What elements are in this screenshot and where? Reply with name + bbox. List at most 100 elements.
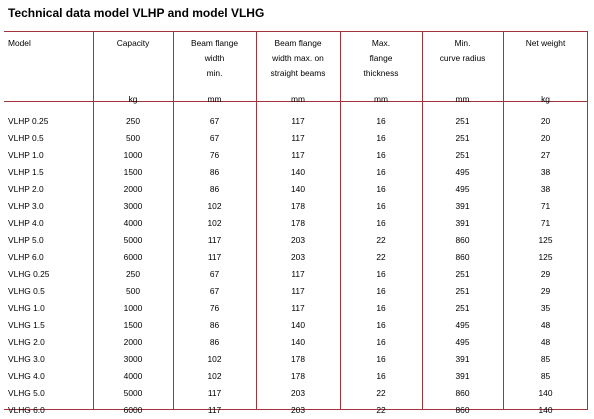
value-cell: 251 [455, 286, 470, 296]
value-cell: 3000 [123, 354, 143, 364]
value-cell: 117 [291, 269, 305, 279]
table-row: VLHP 2.0 2000 86 140 16 495 38 [4, 181, 588, 198]
model-cell: VLHG 3.0 [8, 354, 45, 364]
value-cell: 102 [207, 201, 222, 211]
value-cell: 251 [455, 150, 470, 160]
model-cell: VLHG 0.5 [8, 286, 45, 296]
table-bottom-rule [4, 409, 588, 410]
value-cell: 117 [291, 286, 305, 296]
value-cell: 6000 [123, 252, 143, 262]
value-cell: 391 [455, 201, 470, 211]
column-divider [340, 31, 341, 410]
value-cell: 16 [376, 303, 386, 313]
value-cell: 16 [376, 337, 386, 347]
table-row: VLHG 0.25 250 67 117 16 251 29 [4, 266, 588, 283]
value-cell: 86 [209, 320, 220, 330]
value-cell: 178 [291, 354, 305, 364]
value-cell: 2000 [123, 337, 143, 347]
column-divider [587, 31, 588, 410]
value-cell: 48 [540, 320, 551, 330]
model-cell: VLHG 5.0 [8, 388, 45, 398]
value-cell: 178 [291, 201, 305, 211]
model-cell: VLHP 6.0 [8, 252, 44, 262]
table-row: VLHP 4.0 4000 102 178 16 391 71 [4, 215, 588, 232]
value-cell: 140 [291, 320, 305, 330]
value-cell: 16 [376, 286, 386, 296]
column-header: Min. curve radius [422, 32, 503, 94]
table-row: VLHG 1.0 1000 76 117 16 251 35 [4, 300, 588, 317]
value-cell: 4000 [123, 371, 143, 381]
value-cell: 29 [540, 269, 551, 279]
value-cell: 38 [540, 184, 551, 194]
value-cell: 117 [291, 133, 305, 143]
header-separator-rule [4, 101, 588, 102]
model-cell: VLHP 4.0 [8, 218, 44, 228]
model-cell: VLHP 1.5 [8, 167, 44, 177]
table-row: VLHP 6.0 6000 117 203 22 860 125 [4, 249, 588, 266]
value-cell: 5000 [123, 388, 143, 398]
value-cell: 86 [209, 167, 220, 177]
unit-label: kg [541, 94, 550, 104]
value-cell: 86 [209, 184, 220, 194]
value-cell: 117 [207, 405, 222, 415]
units-row: kg mm mm mm mm kg [4, 94, 588, 104]
table-row: VLHP 1.5 1500 86 140 16 495 38 [4, 164, 588, 181]
value-cell: 860 [455, 252, 470, 262]
value-cell: 203 [291, 388, 305, 398]
value-cell: 3000 [123, 201, 143, 211]
value-cell: 85 [540, 371, 551, 381]
value-cell: 2000 [123, 184, 143, 194]
value-cell: 117 [207, 252, 222, 262]
model-cell: VLHP 0.25 [8, 116, 49, 126]
value-cell: 16 [376, 150, 386, 160]
value-cell: 117 [207, 235, 222, 245]
column-header: Beam flange width max. on straight beams [256, 32, 340, 94]
table-row: VLHG 1.5 1500 86 140 16 495 48 [4, 317, 588, 334]
value-cell: 16 [376, 167, 386, 177]
value-cell: 16 [376, 184, 386, 194]
value-cell: 860 [455, 388, 470, 398]
value-cell: 203 [291, 235, 305, 245]
model-cell: VLHP 5.0 [8, 235, 44, 245]
unit-label [4, 94, 93, 104]
column-header: Capacity [93, 32, 173, 94]
value-cell: 22 [376, 388, 386, 398]
table-row: VLHG 2.0 2000 86 140 16 495 48 [4, 334, 588, 351]
value-cell: 391 [455, 354, 470, 364]
value-cell: 16 [376, 269, 386, 279]
value-cell: 140 [538, 405, 553, 415]
model-cell: VLHP 2.0 [8, 184, 44, 194]
value-cell: 20 [540, 116, 551, 126]
value-cell: 495 [455, 167, 470, 177]
value-cell: 125 [538, 235, 553, 245]
value-cell: 140 [538, 388, 553, 398]
value-cell: 22 [376, 235, 386, 245]
column-header-line: flange [369, 53, 393, 63]
value-cell: 125 [538, 252, 553, 262]
column-header-line: Min. [454, 38, 471, 48]
value-cell: 16 [376, 320, 386, 330]
value-cell: 16 [376, 201, 386, 211]
column-header-line: width [204, 53, 225, 63]
value-cell: 76 [209, 303, 220, 313]
value-cell: 1000 [123, 303, 143, 313]
value-cell: 38 [540, 167, 551, 177]
model-cell: VLHG 1.0 [8, 303, 45, 313]
model-cell: VLHP 1.0 [8, 150, 44, 160]
column-divider [93, 31, 94, 410]
value-cell: 117 [291, 303, 305, 313]
value-cell: 495 [455, 184, 470, 194]
column-header-line: Net weight [525, 38, 566, 48]
value-cell: 203 [291, 252, 305, 262]
unit-label: mm [455, 94, 470, 104]
value-cell: 6000 [123, 405, 143, 415]
value-cell: 16 [376, 133, 386, 143]
column-header-line: Beam flange [190, 38, 239, 48]
value-cell: 16 [376, 218, 386, 228]
technical-data-table: Model Capacity Beam flange width min. Beam fl… [4, 32, 588, 419]
value-cell: 251 [455, 269, 470, 279]
table-row: VLHP 0.5 500 67 117 16 251 20 [4, 130, 588, 147]
model-cell: VLHG 2.0 [8, 337, 45, 347]
value-cell: 117 [207, 388, 222, 398]
value-cell: 117 [291, 150, 305, 160]
